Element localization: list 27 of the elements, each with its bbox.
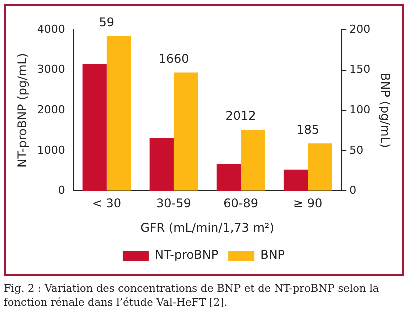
bar xyxy=(241,130,266,191)
y2-tick-label: 200 xyxy=(350,22,371,36)
y-tick-label: 0 xyxy=(58,184,66,198)
y-tick-label: 1000 xyxy=(37,144,66,157)
x-axis-title: GFR (mL/min/1,73 m²) xyxy=(140,220,274,235)
legend-label: NT-proBNP xyxy=(154,248,219,262)
x-tick-label: ≥ 90 xyxy=(294,196,323,211)
y2-tick-label: 50 xyxy=(350,144,364,157)
y-tick-label: 3000 xyxy=(37,63,66,76)
y2-tick-label: 100 xyxy=(350,103,371,116)
annotation: 2012 xyxy=(226,109,256,124)
caption: Fig. 2 : Variation des concentrations de BNP et de NT-proBNP selon la fonction rénale dans l’étude Val-HeFT [2]. xyxy=(4,282,380,310)
y-tick-label: 4000 xyxy=(37,22,66,36)
x-tick-label: < 30 xyxy=(92,196,122,211)
annotation: 1660 xyxy=(158,52,190,66)
annotation: 59 xyxy=(99,16,115,30)
y2-tick-label: 0 xyxy=(350,184,357,198)
y2-axis-title: BNP (pg/mL) xyxy=(378,72,393,148)
x-tick-label: 30-59 xyxy=(156,196,192,211)
bar xyxy=(308,144,332,191)
x-tick-label: 60-89 xyxy=(224,196,258,211)
y-tick-label: 2000 xyxy=(37,103,66,116)
annotation: 185 xyxy=(296,122,320,137)
y-axis-title: NT-proBNP (pg/mL) xyxy=(15,53,30,168)
y2-tick-label: 150 xyxy=(350,63,371,76)
bar xyxy=(174,72,198,191)
legend-label: BNP xyxy=(260,248,286,262)
